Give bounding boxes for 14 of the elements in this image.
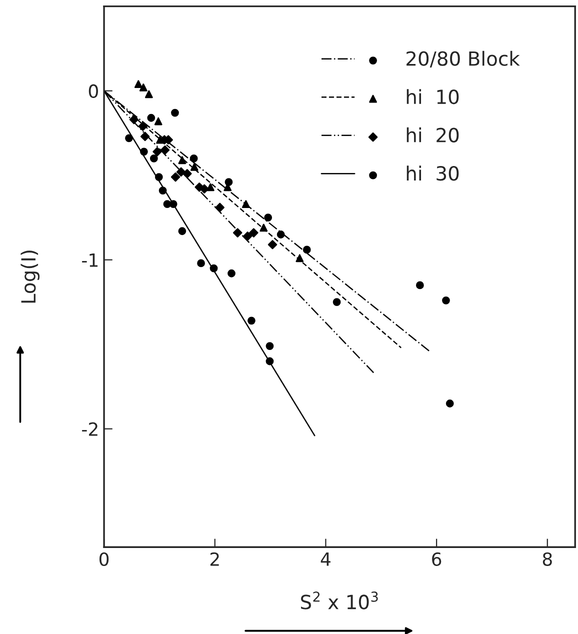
x-tick-label: 8 bbox=[542, 552, 552, 566]
x-tick-label: 0 bbox=[99, 552, 109, 566]
x-tick-label: 2 bbox=[210, 552, 219, 566]
legend-label: hi 30 bbox=[406, 166, 459, 181]
legend-label: hi 20 bbox=[406, 127, 459, 142]
x-tick-label: 4 bbox=[320, 552, 330, 566]
y-tick-label: -2 bbox=[82, 422, 98, 436]
y-tick-label: 0 bbox=[88, 84, 98, 98]
legend-label: hi 10 bbox=[406, 89, 459, 104]
x-axis-title: S$^{2}$ x 10$^{3}$ bbox=[300, 592, 378, 610]
y-axis-title: Log(I) bbox=[20, 250, 40, 303]
y-tick-label: -1 bbox=[82, 254, 98, 267]
x-tick-label: 6 bbox=[432, 552, 442, 566]
legend-label: 20/80 Block bbox=[406, 50, 520, 68]
